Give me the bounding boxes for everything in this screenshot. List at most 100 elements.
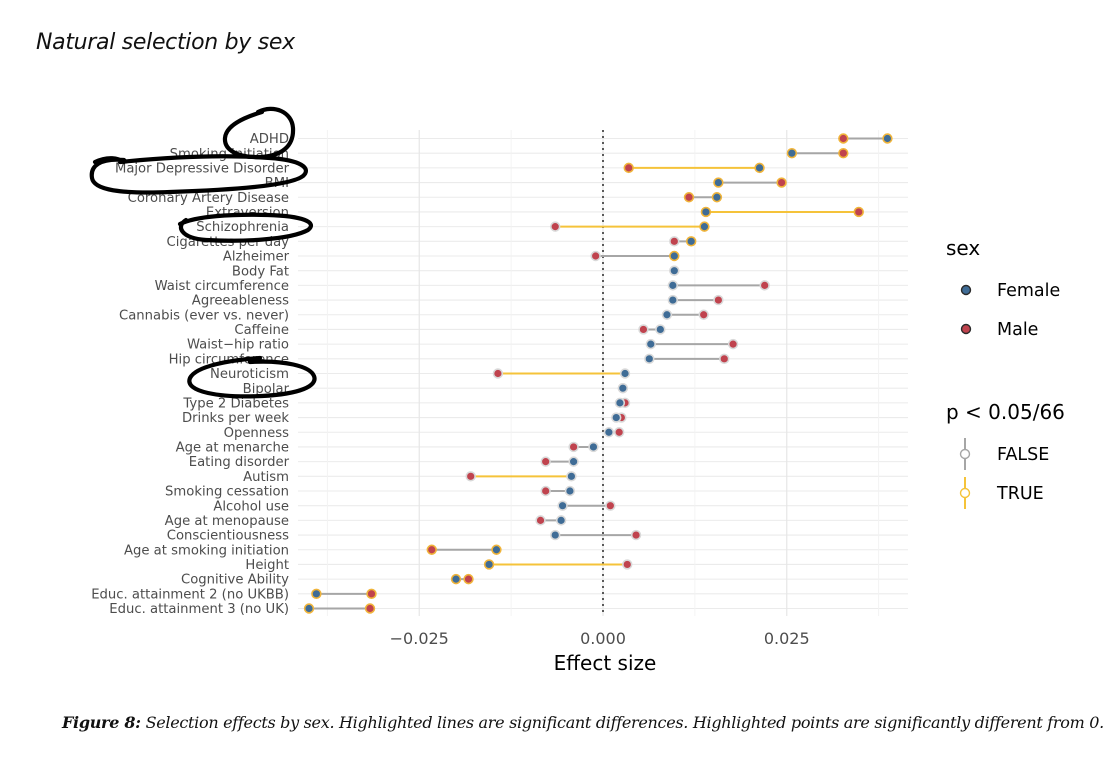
point-female (786, 147, 798, 159)
legend-swatch-female (960, 284, 972, 296)
point-female (685, 236, 697, 247)
caption-text: Selection effects by sex. Highlighted li… (140, 713, 1104, 732)
figure-caption: Figure 8: Selection effects by sex. High… (62, 713, 1104, 732)
point-female (555, 515, 567, 526)
point-female (669, 265, 680, 276)
caption-label: Figure 8: (62, 713, 141, 732)
y-tick-label: Neuroticism (210, 367, 289, 382)
point-male (463, 573, 474, 585)
point-male (465, 471, 476, 482)
point-female (557, 500, 568, 511)
y-tick-label: Waist−hip ratio (187, 338, 289, 353)
point-female (644, 353, 655, 365)
y-tick-label: Educ. attainment 2 (no UKBB) (91, 587, 289, 602)
y-tick-label: ADHD (250, 132, 289, 147)
y-tick-label: Age at menarche (176, 441, 289, 456)
page-title: Natural selection by sex (36, 30, 295, 55)
hand-drawn-annotations (89, 106, 317, 399)
point-male (776, 177, 787, 188)
point-male (669, 236, 680, 247)
point-female (667, 280, 679, 291)
legend-title-sex: sex (946, 236, 980, 260)
legend-label-true: TRUE (996, 484, 1044, 504)
point-female (588, 441, 599, 453)
point-male (550, 221, 561, 232)
point-female (550, 529, 561, 541)
y-tick-label: Cannabis (ever vs. never) (119, 308, 289, 323)
annotation-loop (89, 154, 308, 195)
point-male (727, 338, 739, 350)
point-male (540, 456, 551, 467)
point-female (882, 133, 893, 144)
grid-layer (298, 130, 908, 616)
y-tick-label: Alzheimer (223, 250, 290, 265)
point-female (713, 177, 724, 188)
point-male (630, 529, 642, 541)
x-tick-label: 0.025 (764, 629, 810, 648)
point-female (311, 588, 322, 600)
point-male (853, 206, 864, 218)
legend-title-significance: p < 0.05/66 (946, 400, 1065, 424)
y-tick-label: Cognitive Ability (181, 573, 289, 588)
y-tick-label: Schizophrenia (196, 220, 289, 235)
point-male (838, 147, 849, 159)
point-male (366, 588, 377, 600)
point-female (667, 294, 679, 306)
y-tick-label: Educ. attainment 3 (no UK) (109, 602, 289, 617)
y-tick-label: Conscientiousness (167, 529, 289, 544)
point-female (661, 309, 673, 320)
x-tick-label: −0.025 (390, 629, 449, 648)
point-female (700, 206, 712, 218)
point-male (698, 309, 709, 320)
point-female (655, 324, 666, 335)
y-tick-label: Height (245, 558, 289, 573)
y-tick-label: Eating disorder (189, 455, 290, 470)
point-male (364, 603, 376, 614)
point-female (450, 573, 462, 585)
point-male (838, 133, 849, 144)
point-male (492, 368, 504, 379)
y-tick-label: Type 2 Diabetes (182, 396, 289, 411)
y-tick-label: Waist circumference (155, 279, 289, 294)
x-tick-label: 0.000 (580, 629, 626, 648)
y-tick-label: Smoking cessation (165, 485, 289, 500)
point-female (699, 221, 710, 232)
point-layer (303, 133, 893, 614)
annotation-loop (177, 212, 313, 243)
x-axis-title: Effect size (554, 651, 657, 675)
point-female (619, 368, 631, 379)
point-male (638, 324, 649, 335)
y-tick-label: Autism (243, 470, 289, 485)
y-tick-label: Age at menopause (165, 514, 289, 529)
point-male (683, 192, 695, 203)
point-female (603, 427, 615, 438)
point-female (483, 559, 495, 570)
point-female (303, 603, 315, 614)
segment-layer (309, 137, 888, 610)
y-tick-label: Openness (224, 426, 290, 441)
y-tick-label: Age at smoking initiation (124, 543, 289, 558)
point-male (719, 353, 730, 365)
annotation-loop (187, 355, 317, 399)
point-male (605, 500, 616, 511)
legend-label-false: FALSE (997, 445, 1049, 465)
point-female (645, 338, 656, 350)
point-female (566, 471, 577, 482)
legend-label-female: Female (997, 281, 1060, 301)
y-tick-label: Body Fat (232, 264, 289, 279)
point-female (617, 382, 629, 394)
point-female (491, 544, 502, 555)
y-tick-label: Alcohol use (213, 499, 289, 514)
point-female (611, 412, 622, 423)
point-male (540, 485, 551, 497)
y-tick-label: Major Depressive Disorder (115, 161, 290, 176)
point-female (568, 456, 579, 467)
y-tick-label: Drinks per week (182, 411, 289, 426)
legend-swatch-male (960, 323, 972, 335)
point-male (613, 427, 625, 438)
point-female (614, 397, 626, 409)
point-male (623, 162, 634, 174)
point-female (564, 485, 576, 497)
